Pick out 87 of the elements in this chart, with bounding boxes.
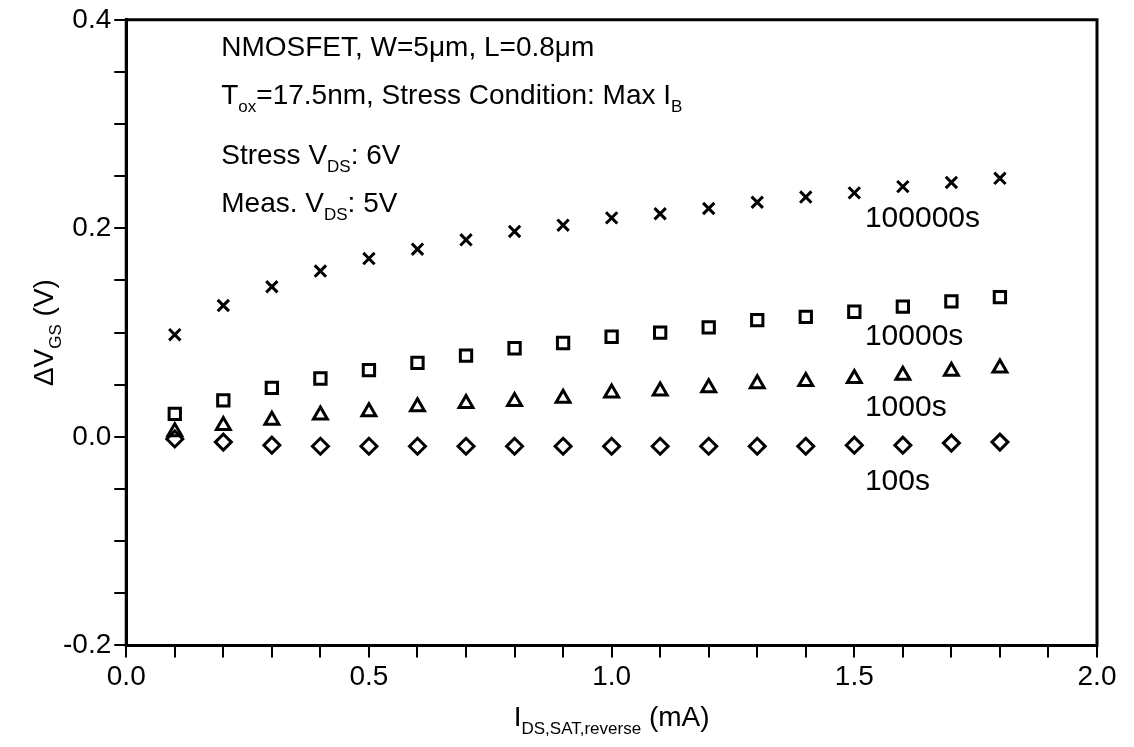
point xyxy=(895,299,911,314)
point xyxy=(507,224,522,239)
point xyxy=(992,289,1008,305)
point xyxy=(653,206,668,221)
point xyxy=(798,189,813,205)
x-tick-label: 1.0 xyxy=(592,659,632,691)
point xyxy=(165,429,185,449)
point xyxy=(991,358,1009,374)
point xyxy=(410,355,425,370)
point xyxy=(701,201,716,216)
series-label: 100s xyxy=(864,463,930,497)
series-label: 1000s xyxy=(864,389,947,423)
point xyxy=(699,436,719,456)
point xyxy=(313,371,328,386)
point xyxy=(263,410,281,426)
point xyxy=(894,365,912,381)
point xyxy=(505,436,525,456)
point xyxy=(507,341,522,356)
point xyxy=(167,327,182,342)
point xyxy=(313,263,328,279)
point xyxy=(359,436,379,456)
series-label: 100000s xyxy=(864,199,981,233)
point xyxy=(555,335,571,351)
point xyxy=(651,381,669,397)
point xyxy=(458,348,474,363)
y-tick-label: 0.4 xyxy=(72,2,112,34)
point xyxy=(311,405,329,421)
annotation: NMOSFET, W=5μm, L=0.8μm xyxy=(221,30,595,62)
point xyxy=(604,210,619,226)
point xyxy=(748,374,766,390)
point xyxy=(700,378,718,394)
point xyxy=(456,436,476,456)
point xyxy=(410,242,425,257)
point xyxy=(895,179,911,194)
point xyxy=(701,320,716,335)
y-tick-label: 0.2 xyxy=(72,211,112,243)
point xyxy=(844,435,864,455)
point xyxy=(798,309,813,325)
point xyxy=(166,422,184,438)
point xyxy=(262,435,282,455)
point xyxy=(941,433,961,453)
x-tick-label: 0.0 xyxy=(106,659,146,691)
point xyxy=(942,361,960,377)
point xyxy=(750,312,765,328)
point xyxy=(845,368,863,384)
point xyxy=(603,383,621,399)
point xyxy=(506,391,523,407)
point xyxy=(653,325,668,340)
x-tick-label: 2.0 xyxy=(1077,659,1117,691)
series-label: 10000s xyxy=(864,318,964,352)
x-tick-label: 0.5 xyxy=(349,659,389,691)
y-tick-label: 0.0 xyxy=(72,419,112,451)
point xyxy=(747,436,767,456)
point xyxy=(213,432,233,452)
point xyxy=(847,304,862,319)
point xyxy=(407,436,427,456)
point xyxy=(457,394,475,409)
point xyxy=(409,397,426,413)
point xyxy=(602,436,622,456)
point xyxy=(555,218,571,233)
point xyxy=(990,432,1010,452)
point xyxy=(167,406,182,422)
point xyxy=(214,415,232,431)
point xyxy=(264,279,280,294)
point xyxy=(944,175,959,190)
point xyxy=(796,436,816,456)
point xyxy=(216,298,231,313)
x-tick-label: 1.5 xyxy=(834,659,874,691)
y-axis-title: ΔVGS (V) xyxy=(27,279,65,387)
point xyxy=(604,329,619,344)
point xyxy=(750,195,765,210)
point xyxy=(310,436,330,456)
point xyxy=(992,171,1008,186)
point xyxy=(650,436,670,456)
point xyxy=(264,380,280,396)
point xyxy=(458,232,474,247)
point xyxy=(360,402,378,418)
y-tick-label: -0.2 xyxy=(63,628,112,660)
point xyxy=(216,393,231,408)
point xyxy=(553,436,573,456)
point xyxy=(893,435,913,455)
point xyxy=(361,362,377,378)
point xyxy=(797,372,815,388)
point xyxy=(361,251,377,266)
point xyxy=(554,388,572,404)
point xyxy=(944,294,959,309)
point xyxy=(847,185,862,201)
